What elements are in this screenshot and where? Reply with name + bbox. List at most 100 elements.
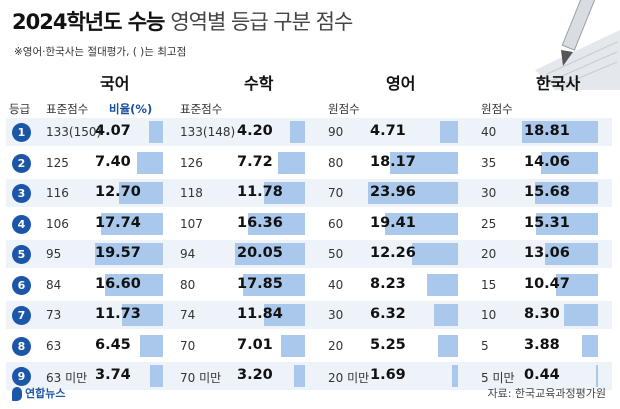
history-pct-label: 15.31 — [524, 214, 570, 231]
history-score-cell: 20 — [481, 247, 497, 261]
table-row: 1 133(150) 4.07 133(148) 4.20 90 4.71 40 18.81 — [6, 118, 612, 146]
history-pct-label: 3.88 — [524, 336, 560, 353]
korean-score-cell: 106 — [46, 216, 69, 231]
english-pct-label: 4.71 — [370, 123, 406, 139]
math-pct-bar — [235, 243, 305, 265]
korean-pct-label: 12.70 — [95, 184, 141, 200]
korean-pct-bar — [148, 121, 163, 143]
header-math: 수학 — [244, 74, 274, 93]
pen-illustration-icon — [535, 0, 620, 90]
math-score-cell: 126 — [180, 155, 203, 170]
subheader-history-raw: 원점수 — [481, 102, 513, 116]
korean-pct-bar — [105, 273, 163, 296]
history-pct-bar — [541, 151, 598, 174]
page-title: 2024학년도 수능 영역별 등급 구분 점수 — [12, 6, 353, 36]
korean-score-cell: 133(150) — [46, 125, 102, 139]
english-score-cell: 30 — [328, 308, 344, 322]
history-pct-bar — [522, 121, 598, 143]
subheader-english-raw: 원점수 — [328, 102, 360, 116]
english-score-cell: 50 — [328, 247, 344, 261]
history-pct-bar — [596, 365, 598, 387]
math-pct-label: 16.36 — [237, 214, 283, 231]
subheader-korean-pct: 비율(%) — [109, 102, 153, 116]
subheader-math-std: 표준점수 — [180, 102, 223, 116]
english-pct-bar — [427, 273, 458, 296]
grade-badge: 5 — [12, 245, 31, 264]
korean-pct-bar — [137, 151, 163, 174]
history-pct-label: 18.81 — [524, 123, 570, 139]
history-pct-bar — [534, 182, 598, 204]
math-pct-bar — [280, 334, 305, 357]
english-pct-bar — [440, 121, 458, 143]
korean-pct-bar — [94, 243, 163, 265]
english-pct-bar — [368, 182, 458, 204]
history-score-cell: 10 — [481, 308, 497, 322]
grade-badge: 4 — [12, 214, 31, 234]
table-row: 6 84 16.60 80 17.85 40 8.23 15 10.47 — [6, 271, 612, 299]
yonhap-logo-icon — [12, 387, 22, 401]
history-pct-bar — [582, 334, 598, 357]
korean-pct-label: 19.57 — [95, 245, 141, 261]
korean-pct-label: 4.07 — [95, 123, 131, 139]
math-pct-bar — [293, 365, 305, 387]
history-pct-label: 13.06 — [524, 245, 570, 261]
grade-badge: 2 — [12, 153, 31, 173]
table-row: 4 106 17.74 107 16.36 60 19.41 25 15.31 — [6, 210, 612, 238]
english-score-cell: 40 — [328, 277, 344, 292]
history-pct-bar — [545, 243, 598, 265]
grade-badge: 1 — [12, 123, 31, 142]
history-score-cell: 5 — [481, 338, 489, 353]
history-pct-label: 0.44 — [524, 367, 560, 383]
footnote: ※영어·한국사는 절대평가, ( )는 최고점 — [14, 46, 187, 58]
english-pct-label: 23.96 — [370, 184, 416, 200]
history-pct-bar — [564, 304, 598, 326]
english-pct-bar — [411, 243, 458, 265]
english-pct-bar — [438, 334, 458, 357]
history-pct-bar — [536, 212, 598, 235]
english-score-cell: 70 — [328, 186, 344, 200]
math-score-cell: 107 — [180, 216, 203, 231]
math-score-cell: 70 미만 — [180, 371, 222, 385]
korean-pct-label: 3.74 — [95, 367, 131, 383]
english-pct-label: 19.41 — [370, 214, 416, 231]
history-pct-label: 14.06 — [524, 153, 570, 170]
math-score-cell: 118 — [180, 186, 203, 200]
table-row: 5 95 19.57 94 20.05 50 12.26 20 13.06 — [6, 240, 612, 268]
history-score-cell: 30 — [481, 186, 497, 200]
subheader-korean-std: 표준점수 — [46, 102, 89, 116]
header-history: 한국사 — [536, 74, 581, 93]
english-score-cell: 60 — [328, 216, 344, 231]
grade-badge: 9 — [12, 367, 31, 386]
history-pct-label: 10.47 — [524, 275, 570, 292]
history-score-cell: 5 미만 — [481, 371, 515, 385]
korean-score-cell: 84 — [46, 277, 62, 292]
table-row: 3 116 12.70 118 11.78 70 23.96 30 15.68 — [6, 179, 612, 207]
history-score-cell: 15 — [481, 277, 497, 292]
english-pct-bar — [385, 212, 458, 235]
math-score-cell: 133(148) — [180, 125, 236, 139]
math-pct-label: 7.72 — [237, 153, 273, 170]
grade-badge: 6 — [12, 275, 31, 295]
math-pct-bar — [263, 304, 305, 326]
grade-badge: 7 — [12, 306, 31, 325]
grade-badge: 3 — [12, 184, 31, 203]
korean-score-cell: 125 — [46, 155, 69, 170]
english-pct-label: 5.25 — [370, 336, 406, 353]
english-pct-bar — [434, 304, 458, 326]
math-pct-bar — [278, 151, 305, 174]
english-pct-label: 8.23 — [370, 275, 406, 292]
history-score-cell: 25 — [481, 216, 497, 231]
history-pct-label: 15.68 — [524, 184, 570, 200]
header-korean: 국어 — [100, 74, 130, 93]
korean-pct-label: 11.73 — [95, 306, 141, 322]
english-score-cell: 20 미만 — [328, 371, 370, 385]
header-english: 영어 — [386, 74, 416, 93]
english-pct-label: 18.17 — [370, 153, 416, 170]
korean-pct-bar — [101, 212, 163, 235]
english-score-cell: 90 — [328, 125, 344, 139]
subheader-grade: 등급 — [9, 102, 31, 116]
math-score-cell: 70 — [180, 338, 196, 353]
korean-score-cell: 73 — [46, 308, 62, 322]
grade-badge: 8 — [12, 336, 31, 356]
logo-text: 연합뉴스 — [25, 387, 66, 400]
